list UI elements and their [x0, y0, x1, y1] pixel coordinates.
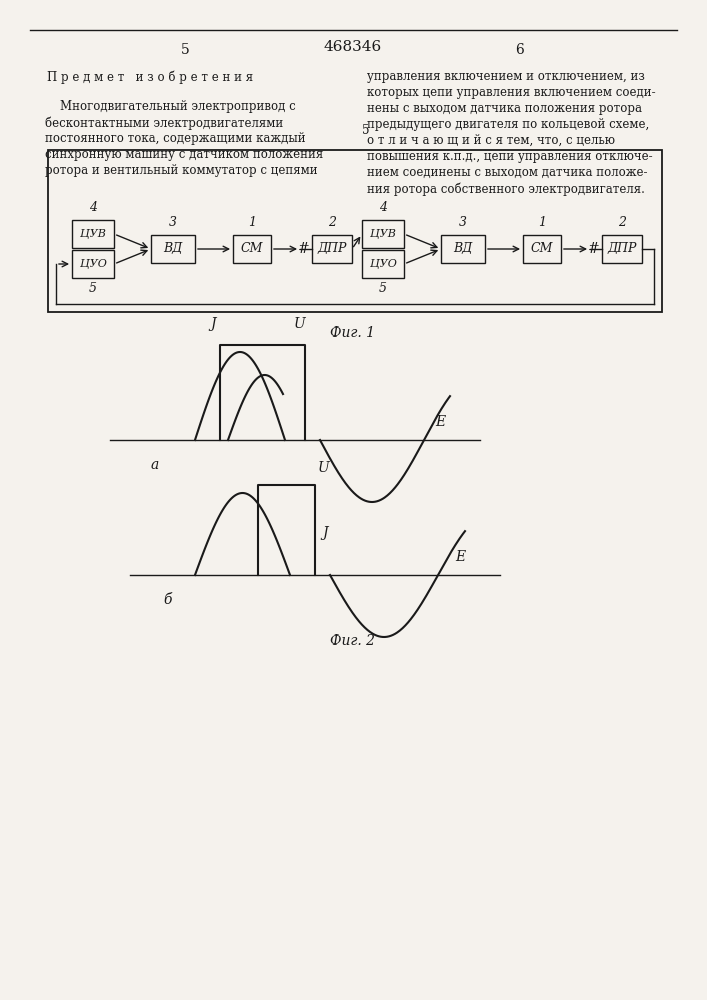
Text: 5: 5 [180, 43, 189, 57]
Text: ВД: ВД [163, 242, 182, 255]
Text: Фиг. 2: Фиг. 2 [330, 634, 375, 648]
Text: 3: 3 [459, 216, 467, 229]
Text: ния ротора собственного электродвигателя.: ния ротора собственного электродвигателя… [367, 182, 645, 196]
Bar [362, 220, 404, 248]
Text: 3: 3 [169, 216, 177, 229]
Text: ДПР: ДПР [317, 242, 346, 255]
Text: управления включением и отключением, из: управления включением и отключением, из [367, 70, 645, 83]
Text: 5: 5 [89, 282, 97, 295]
Bar [72, 250, 114, 278]
Bar [362, 250, 404, 278]
Text: 2: 2 [328, 216, 336, 229]
Text: 5: 5 [379, 282, 387, 295]
Text: 468346: 468346 [324, 40, 382, 54]
Text: П р е д м е т   и з о б р е т е н и я: П р е д м е т и з о б р е т е н и я [47, 70, 253, 84]
Text: о т л и ч а ю щ и й с я тем, что, с целью: о т л и ч а ю щ и й с я тем, что, с цель… [367, 134, 615, 147]
Text: ЦУО: ЦУО [370, 259, 397, 269]
Text: E: E [435, 415, 445, 429]
Text: #: # [298, 242, 310, 256]
Text: СМ: СМ [241, 242, 263, 255]
Bar [151, 235, 195, 263]
Text: повышения к.п.д., цепи управления отключе-: повышения к.п.д., цепи управления отключ… [367, 150, 653, 163]
Bar [312, 235, 352, 263]
Text: нием соединены с выходом датчика положе-: нием соединены с выходом датчика положе- [367, 166, 648, 179]
Text: ЦУО: ЦУО [80, 259, 107, 269]
Text: которых цепи управления включением соеди-: которых цепи управления включением соеди… [367, 86, 655, 99]
Text: синхронную машину с датчиком положения: синхронную машину с датчиком положения [45, 148, 323, 161]
Text: 5: 5 [362, 124, 370, 137]
Text: СМ: СМ [531, 242, 553, 255]
Bar [602, 235, 642, 263]
Text: ДПР: ДПР [607, 242, 637, 255]
Bar [523, 235, 561, 263]
Text: U: U [318, 461, 329, 475]
Text: 6: 6 [515, 43, 525, 57]
Text: Фиг. 1: Фиг. 1 [330, 326, 375, 340]
Text: б: б [164, 593, 173, 607]
Text: а: а [151, 458, 159, 472]
Text: 1: 1 [248, 216, 256, 229]
Text: Многодвигательный электропривод с: Многодвигательный электропривод с [45, 100, 296, 113]
Bar [48, 150, 662, 312]
Text: ЦУВ: ЦУВ [80, 229, 106, 239]
Bar [72, 220, 114, 248]
Text: U: U [294, 317, 306, 331]
Text: E: E [455, 550, 465, 564]
Text: ЦУВ: ЦУВ [370, 229, 396, 239]
Text: ротора и вентильный коммутатор с цепями: ротора и вентильный коммутатор с цепями [45, 164, 317, 177]
Text: J: J [210, 317, 216, 331]
Text: 2: 2 [618, 216, 626, 229]
Text: 1: 1 [538, 216, 546, 229]
Bar [233, 235, 271, 263]
Text: 4: 4 [379, 201, 387, 214]
Text: постоянного тока, содержащими каждый: постоянного тока, содержащими каждый [45, 132, 305, 145]
Text: #: # [588, 242, 600, 256]
Text: 4: 4 [89, 201, 97, 214]
Text: бесконтактными электродвигателями: бесконтактными электродвигателями [45, 116, 284, 129]
Text: J: J [322, 526, 327, 540]
Bar [441, 235, 485, 263]
Text: ВД: ВД [453, 242, 472, 255]
Text: предыдущего двигателя по кольцевой схеме,: предыдущего двигателя по кольцевой схеме… [367, 118, 649, 131]
Text: нены с выходом датчика положения ротора: нены с выходом датчика положения ротора [367, 102, 642, 115]
